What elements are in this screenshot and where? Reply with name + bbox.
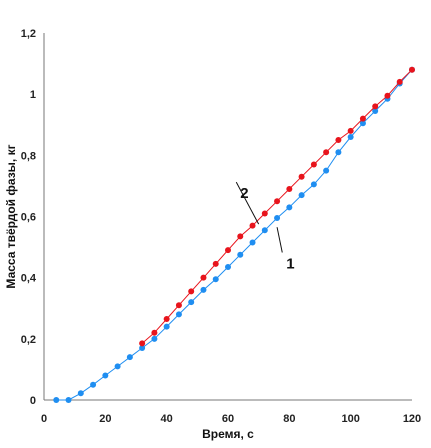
data-point xyxy=(348,128,354,134)
data-point xyxy=(335,137,341,143)
data-point xyxy=(151,336,157,342)
data-point xyxy=(274,215,280,221)
data-point xyxy=(200,275,206,281)
x-tick-label: 20 xyxy=(99,413,111,425)
y-axis-title: Масса твёрдой фазы, кг xyxy=(4,144,18,288)
data-point xyxy=(384,93,390,99)
annotation-layer: 12 xyxy=(236,182,294,272)
data-point xyxy=(311,162,317,168)
y-tick-label: 0,8 xyxy=(21,150,36,162)
data-point xyxy=(53,397,59,403)
data-point xyxy=(335,149,341,155)
data-point xyxy=(151,330,157,336)
data-point xyxy=(225,247,231,253)
data-point xyxy=(102,373,108,379)
data-point xyxy=(213,276,219,282)
data-point xyxy=(323,168,329,174)
data-point xyxy=(225,264,231,270)
data-point xyxy=(78,390,84,396)
data-point xyxy=(176,311,182,317)
data-point xyxy=(348,134,354,140)
data-point xyxy=(286,204,292,210)
data-point xyxy=(286,186,292,192)
annotation-label: 2 xyxy=(240,185,248,202)
x-tick-label: 0 xyxy=(41,413,47,425)
data-point xyxy=(127,354,133,360)
data-point xyxy=(409,67,415,73)
y-tick-label: 0,2 xyxy=(21,334,36,346)
y-tick-label: 0,4 xyxy=(21,273,37,285)
data-point xyxy=(188,288,194,294)
data-point xyxy=(164,316,170,322)
data-point xyxy=(250,239,256,245)
x-tick-labels: 0 20 40 60 80 100 120 xyxy=(41,413,421,425)
x-tick-label: 60 xyxy=(222,413,234,425)
axes xyxy=(44,33,412,400)
data-point xyxy=(188,299,194,305)
x-tick-label: 40 xyxy=(161,413,173,425)
x-axis-title: Время, с xyxy=(202,427,254,441)
data-point xyxy=(237,233,243,239)
data-point xyxy=(360,116,366,122)
x-tick-label: 80 xyxy=(283,413,295,425)
data-point xyxy=(299,174,305,180)
data-point xyxy=(323,149,329,155)
data-point xyxy=(250,223,256,229)
series-line xyxy=(142,70,412,344)
data-point xyxy=(66,397,72,403)
y-tick-label: 1 xyxy=(30,89,36,101)
data-point xyxy=(115,363,121,369)
series-2 xyxy=(139,67,415,347)
data-point xyxy=(200,287,206,293)
data-point xyxy=(311,181,317,187)
data-point xyxy=(274,198,280,204)
data-point xyxy=(262,227,268,233)
data-point xyxy=(90,382,96,388)
data-point xyxy=(397,79,403,85)
x-tick-label: 100 xyxy=(341,413,359,425)
y-tick-label: 0,6 xyxy=(21,212,36,224)
series-line xyxy=(56,70,412,400)
data-point xyxy=(372,103,378,109)
y-tick-label: 1,2 xyxy=(21,28,36,40)
data-point xyxy=(299,192,305,198)
series-layer xyxy=(53,67,415,403)
data-point xyxy=(164,324,170,330)
x-tick-label: 120 xyxy=(403,413,421,425)
data-point xyxy=(176,302,182,308)
annotation-label: 1 xyxy=(286,255,294,272)
data-point xyxy=(139,340,145,346)
y-tick-label: 0 xyxy=(30,395,36,407)
y-tick-labels: 0 0,2 0,4 0,6 0,8 1 1,2 xyxy=(21,28,37,407)
data-point xyxy=(262,210,268,216)
data-point xyxy=(213,261,219,267)
data-point xyxy=(237,252,243,258)
annotation-leader-line xyxy=(277,227,282,252)
